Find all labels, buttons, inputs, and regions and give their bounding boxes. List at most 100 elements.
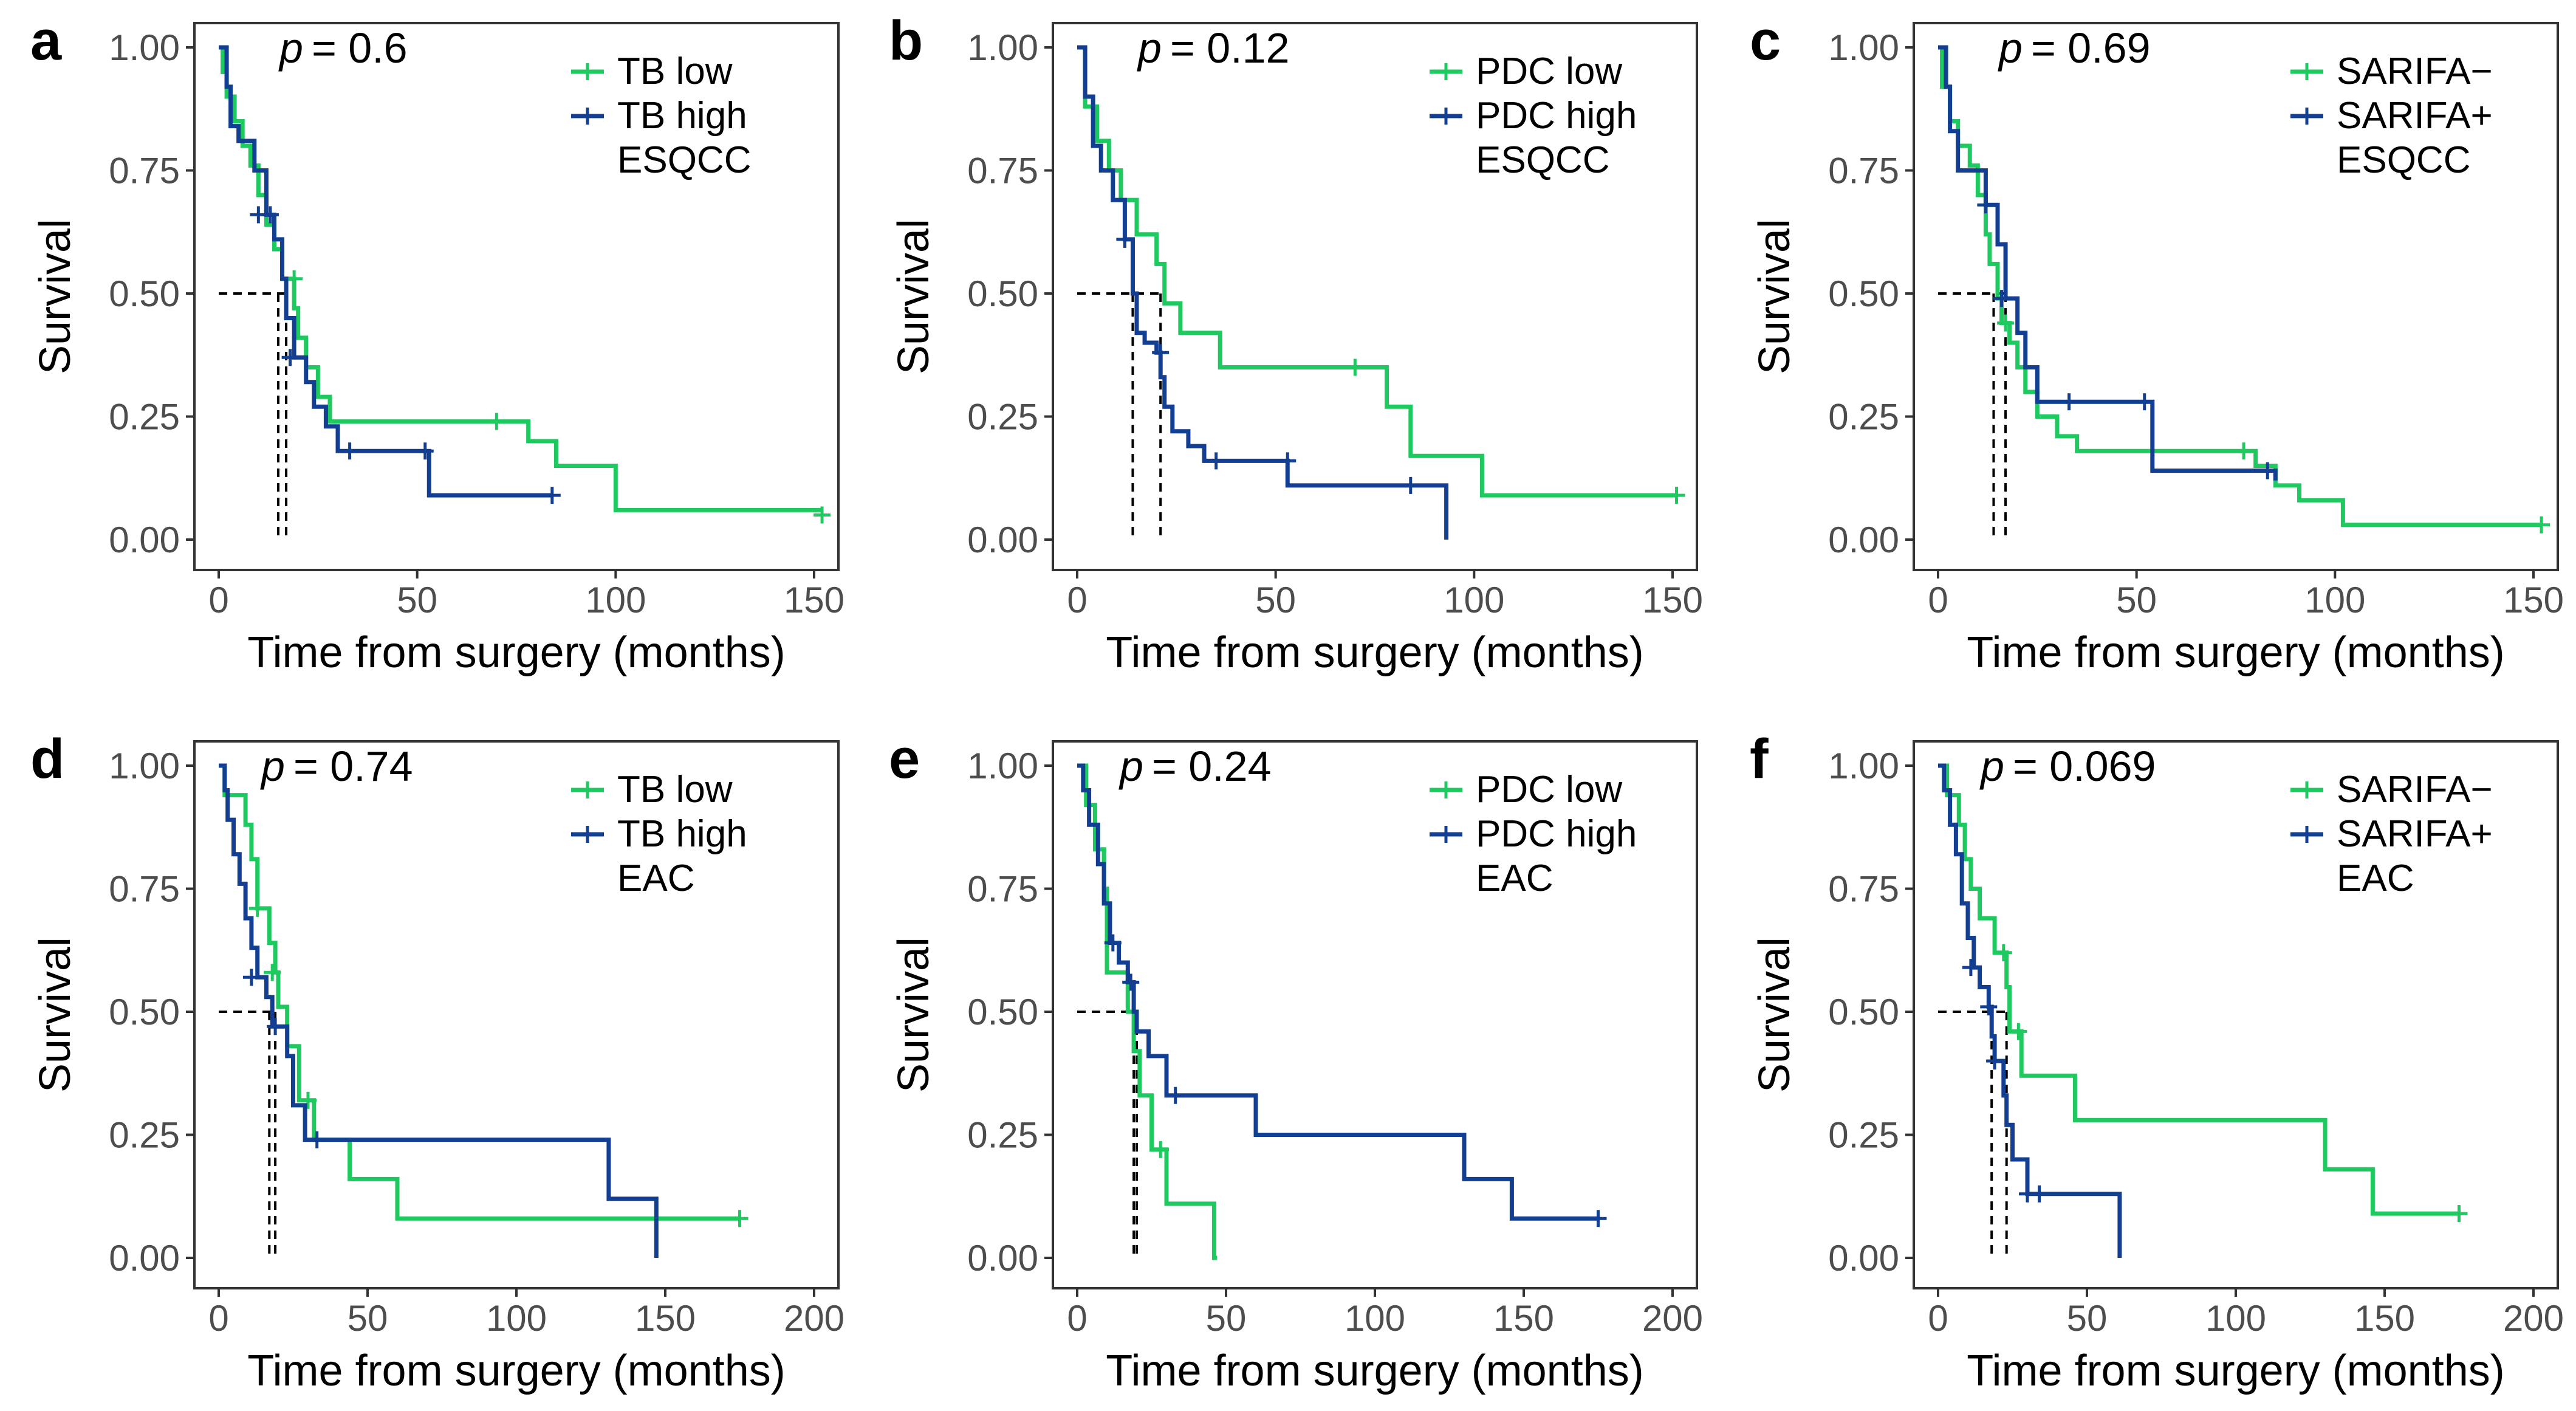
p-symbol: p <box>1118 743 1143 790</box>
y-tick-label: 0.75 <box>967 869 1038 910</box>
p-value: = 0.69 <box>2031 24 2151 72</box>
y-tick-label: 0.50 <box>1828 992 1899 1032</box>
legend-label: SARIFA+ <box>2337 813 2493 855</box>
x-axis-title: Time from surgery (months) <box>247 628 785 677</box>
x-tick-label: 0 <box>1928 580 1948 620</box>
x-tick-label: 100 <box>2205 1298 2266 1339</box>
y-axis-title: Survival <box>1750 219 1799 374</box>
x-tick-label: 0 <box>1067 580 1087 620</box>
y-tick-label: 0.50 <box>967 992 1038 1032</box>
x-tick-label: 0 <box>208 580 228 620</box>
legend-label: TB high <box>617 95 747 137</box>
x-tick-label: 0 <box>208 1298 228 1339</box>
x-tick-label: 0 <box>1928 1298 1948 1339</box>
panel-letter: a <box>30 10 62 72</box>
panel-letter: e <box>889 728 920 790</box>
x-tick-label: 50 <box>397 580 437 620</box>
x-axis-title: Time from surgery (months) <box>1967 1347 2504 1395</box>
y-tick-label: 0.25 <box>1828 397 1899 438</box>
legend-label: TB low <box>617 769 733 811</box>
p-value: = 0.74 <box>293 743 413 790</box>
y-tick-label: 0.75 <box>109 151 180 191</box>
panel-letter: f <box>1750 728 1769 790</box>
y-axis-title: Survival <box>31 219 80 374</box>
x-tick-label: 100 <box>1444 580 1504 620</box>
x-tick-label: 100 <box>1345 1298 1405 1339</box>
p-symbol: p <box>278 24 303 72</box>
x-axis-title: Time from surgery (months) <box>1967 628 2504 677</box>
km-curve-low <box>1938 45 2542 527</box>
y-tick-label: 1.00 <box>1828 746 1899 786</box>
y-tick-label: 0.00 <box>109 520 180 560</box>
legend-label: TB low <box>617 50 733 92</box>
y-axis-title: Survival <box>889 219 938 374</box>
km-curve-high <box>219 45 552 498</box>
legend-label: PDC high <box>1476 95 1637 137</box>
legend-label: SARIFA− <box>2337 769 2493 811</box>
panel-letter: c <box>1750 10 1781 72</box>
y-tick-label: 0.25 <box>109 397 180 438</box>
x-tick-label: 200 <box>784 1298 844 1339</box>
x-tick-label: 200 <box>1642 1298 1703 1339</box>
y-tick-label: 0.25 <box>967 1115 1038 1156</box>
p-symbol: p <box>1998 24 2023 72</box>
y-tick-label: 0.25 <box>967 397 1038 438</box>
y-tick-label: 0.00 <box>1828 1238 1899 1279</box>
plot-frame <box>1052 22 1698 571</box>
x-tick-label: 100 <box>585 580 646 620</box>
p-value: = 0.069 <box>2013 743 2156 790</box>
km-curve-high <box>1077 45 1449 540</box>
legend-cohort: EAC <box>1476 857 1553 899</box>
plot-frame <box>1913 22 2559 571</box>
legend-cohort: EAC <box>617 857 694 899</box>
x-tick-label: 150 <box>2503 580 2564 620</box>
p-symbol: p <box>1979 743 2004 790</box>
y-tick-label: 0.50 <box>1828 273 1899 314</box>
x-tick-label: 150 <box>2354 1298 2415 1339</box>
legend-cohort: ESQCC <box>1476 139 1609 181</box>
y-tick-label: 0.50 <box>109 992 180 1032</box>
y-tick-label: 1.00 <box>109 746 180 786</box>
x-tick-label: 200 <box>2503 1298 2564 1339</box>
panel-letter: b <box>889 10 923 72</box>
x-tick-label: 50 <box>1255 580 1296 620</box>
km-curve-high <box>219 763 659 1258</box>
x-tick-label: 150 <box>1493 1298 1554 1339</box>
panel-c: c 0.00 0.25 0.50 0.75 1.00 0 50 100 150 Time from … <box>1750 10 2564 677</box>
x-axis-title: Time from surgery (months) <box>247 1347 785 1395</box>
y-tick-label: 0.00 <box>1828 520 1899 560</box>
x-tick-label: 150 <box>784 580 844 620</box>
y-tick-label: 0.00 <box>967 1238 1038 1279</box>
y-tick-label: 0.75 <box>1828 151 1899 191</box>
p-value-annotation: p = 0.12 <box>1137 24 1290 72</box>
y-tick-label: 0.25 <box>1828 1115 1899 1156</box>
p-value-annotation: p = 0.69 <box>1998 24 2151 72</box>
panel-d: d 0.00 0.25 0.50 0.75 1.00 0 50 100 150 200 Time fr… <box>30 728 844 1395</box>
y-axis-title: Survival <box>31 937 80 1093</box>
panel-letter: d <box>30 728 64 790</box>
x-tick-label: 50 <box>2067 1298 2108 1339</box>
p-value: = 0.24 <box>1152 743 1272 790</box>
y-tick-label: 1.00 <box>1828 27 1899 68</box>
x-tick-label: 50 <box>2116 580 2157 620</box>
x-tick-label: 100 <box>2304 580 2365 620</box>
p-symbol: p <box>260 743 285 790</box>
x-axis-title: Time from surgery (months) <box>1106 1347 1643 1395</box>
x-tick-label: 0 <box>1067 1298 1087 1339</box>
y-tick-label: 1.00 <box>967 27 1038 68</box>
legend-label: SARIFA− <box>2337 50 2493 92</box>
x-axis-title: Time from surgery (months) <box>1106 628 1643 677</box>
km-curve-low <box>1077 763 1218 1260</box>
y-axis-title: Survival <box>1750 937 1799 1093</box>
legend-label: TB high <box>617 813 747 855</box>
plot-frame <box>193 22 840 571</box>
p-value-annotation: p = 0.74 <box>260 743 413 790</box>
panel-a: a 0.00 0.25 0.50 0.75 1.00 0 50 100 150 Time from … <box>30 10 844 677</box>
panel-e: e 0.00 0.25 0.50 0.75 1.00 0 50 100 150 200 Time fr… <box>889 728 1703 1395</box>
p-value-annotation: p = 0.069 <box>1979 743 2156 790</box>
legend-label: PDC low <box>1476 50 1622 92</box>
km-curve-high <box>1938 763 2122 1258</box>
km-curve-low <box>1077 45 1677 498</box>
legend-cohort: ESQCC <box>2337 139 2470 181</box>
